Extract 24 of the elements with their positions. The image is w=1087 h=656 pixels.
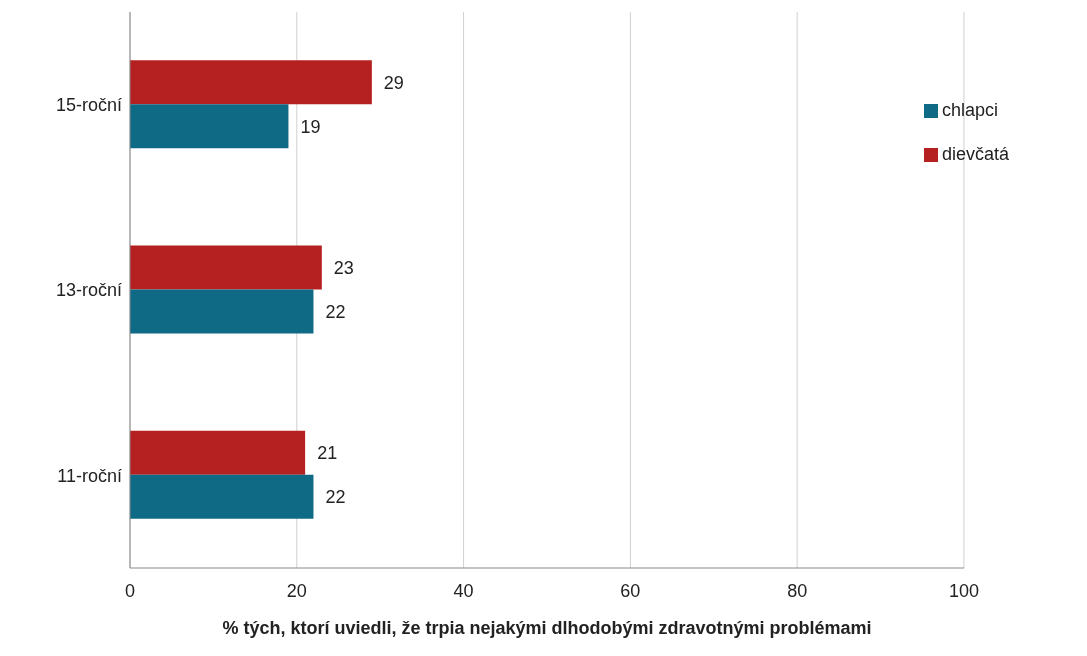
data-label: 19 — [300, 116, 321, 137]
x-tick-label: 40 — [453, 580, 474, 601]
bar — [130, 60, 372, 105]
legend-label: dievčatá — [941, 144, 1009, 164]
bar — [130, 104, 289, 149]
bar — [130, 474, 314, 519]
data-label: 22 — [325, 487, 346, 508]
x-tick-label: 20 — [286, 580, 307, 601]
y-tick-label: 15-roční — [55, 95, 122, 116]
legend-label: chlapci — [941, 100, 998, 120]
bar — [130, 430, 306, 475]
x-tick-label: 0 — [124, 580, 136, 601]
data-label: 21 — [317, 443, 338, 464]
y-tick-label: 13-roční — [55, 280, 122, 301]
bar — [130, 289, 314, 334]
y-tick-label: 11-roční — [57, 465, 122, 486]
x-tick-label: 100 — [948, 580, 979, 601]
x-axis-title: % tých, ktorí uviedli, že trpia nejakými dlhodobými zdravotnými problémami — [222, 618, 872, 638]
data-label: 29 — [383, 72, 404, 93]
x-tick-label: 60 — [620, 580, 641, 601]
bar — [130, 245, 322, 290]
data-label: 23 — [333, 257, 354, 278]
data-label: 22 — [325, 301, 346, 322]
x-tick-label: 80 — [787, 580, 808, 601]
